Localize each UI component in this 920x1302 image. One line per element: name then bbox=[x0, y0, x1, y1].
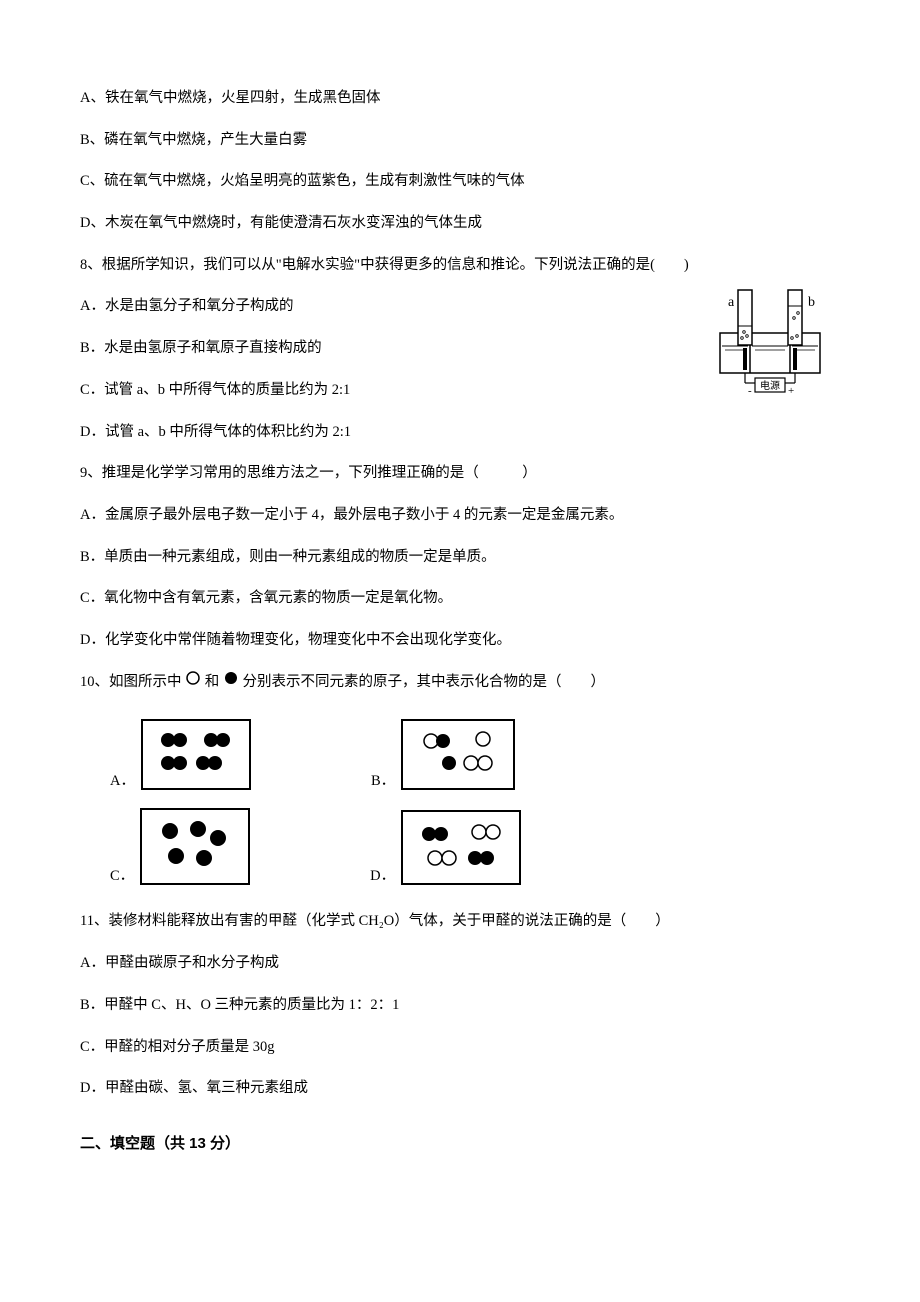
q11-option-d: D．甲醛由碳、氢、氧三种元素组成 bbox=[80, 1070, 840, 1108]
q7-option-b: B、磷在氧气中燃烧，产生大量白雾 bbox=[80, 122, 840, 160]
filled-circle-icon bbox=[223, 664, 239, 702]
q10-stem: 10、如图所示中 和 分别表示不同元素的原子，其中表示化合物的是（ ） bbox=[80, 664, 840, 702]
q11-option-c: C．甲醛的相对分子质量是 30g bbox=[80, 1029, 840, 1067]
svg-text:+: + bbox=[788, 385, 794, 397]
q7-option-a: A、铁在氧气中燃烧，火星四射，生成黑色固体 bbox=[80, 80, 840, 118]
q9-option-d: D．化学变化中常伴随着物理变化，物理变化中不会出现化学变化。 bbox=[80, 622, 840, 660]
q7-option-d: D、木炭在氧气中燃烧时，有能使澄清石灰水变浑浊的气体生成 bbox=[80, 205, 840, 243]
power-label: 电源 bbox=[760, 379, 780, 392]
electrolysis-diagram: 电源 - + a b bbox=[700, 278, 840, 413]
q11-stem: 11、装修材料能释放出有害的甲醛（化学式 CH₂O）气体，关于甲醛的说法正确的是… bbox=[80, 903, 840, 941]
q10-option-b: B． bbox=[371, 719, 515, 790]
q10-stem-suffix: 分别表示不同元素的原子，其中表示化合物的是（ ） bbox=[243, 674, 606, 690]
q10-box-d bbox=[401, 810, 521, 885]
q10-box-b bbox=[401, 719, 515, 790]
q10-label-a: A． bbox=[110, 769, 135, 790]
q10-stem-prefix: 10、如图所示中 bbox=[80, 674, 182, 690]
q8-option-b: B．水是由氢原子和氧原子直接构成的 bbox=[80, 330, 680, 368]
q10-option-c: C． bbox=[110, 808, 250, 885]
q9-option-b: B．单质由一种元素组成，则由一种元素组成的物质一定是单质。 bbox=[80, 539, 840, 577]
open-circle-icon bbox=[185, 664, 201, 702]
q9-option-a: A．金属原子最外层电子数一定小于 4，最外层电子数小于 4 的元素一定是金属元素… bbox=[80, 497, 840, 535]
section-2-title: 二、填空题（共 13 分） bbox=[80, 1132, 840, 1153]
q8-option-d: D．试管 a、b 中所得气体的体积比约为 2:1 bbox=[80, 414, 680, 452]
q9-stem: 9、推理是化学学习常用的思维方法之一，下列推理正确的是（ ） bbox=[80, 455, 840, 493]
tube-label-b: b bbox=[808, 295, 815, 310]
q10-box-a bbox=[141, 719, 251, 790]
q7-option-c: C、硫在氧气中燃烧，火焰呈明亮的蓝紫色，生成有刺激性气味的气体 bbox=[80, 163, 840, 201]
q10-option-d: D． bbox=[370, 810, 521, 885]
svg-text:-: - bbox=[748, 385, 752, 397]
tube-label-a: a bbox=[728, 295, 735, 310]
q11-option-a: A．甲醛由碳原子和水分子构成 bbox=[80, 945, 840, 983]
q10-option-a: A． bbox=[110, 719, 251, 790]
q10-label-c: C． bbox=[110, 864, 134, 885]
q10-label-b: B． bbox=[371, 769, 395, 790]
q11-option-b: B．甲醛中 C、H、O 三种元素的质量比为 1：2：1 bbox=[80, 987, 840, 1025]
q10-label-d: D． bbox=[370, 864, 395, 885]
q8-option-c: C．试管 a、b 中所得气体的质量比约为 2:1 bbox=[80, 372, 680, 410]
q8-option-a: A．水是由氢分子和氧分子构成的 bbox=[80, 288, 680, 326]
q10-box-c bbox=[140, 808, 250, 885]
q9-option-c: C．氧化物中含有氧元素，含氧元素的物质一定是氧化物。 bbox=[80, 580, 840, 618]
q10-stem-mid: 和 bbox=[205, 674, 220, 690]
